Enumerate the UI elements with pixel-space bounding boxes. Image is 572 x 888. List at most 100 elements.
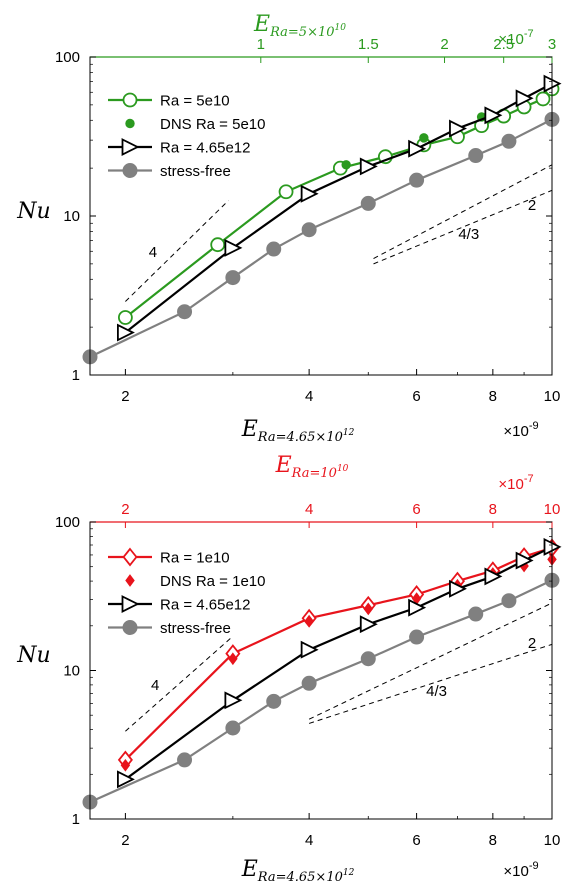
- bottom-tick-label: 4: [305, 832, 313, 849]
- data-point: [408, 139, 427, 158]
- y-tick-label: 1: [72, 811, 80, 828]
- legend: Ra = 1e10 DNS Ra = 1e10 Ra = 4.65e12 stress…: [108, 547, 265, 637]
- slope-label-4-3: 4/3: [458, 226, 479, 243]
- plot-frame: [89, 521, 553, 820]
- data-point: [449, 579, 467, 598]
- top-axis-multiplier: ×10-7: [498, 473, 533, 493]
- data-point: [266, 241, 282, 257]
- top-tick-label: 2: [440, 36, 448, 53]
- data-point: [301, 675, 317, 691]
- data-point: [210, 237, 226, 253]
- data-point: [360, 651, 376, 667]
- legend-marker: [122, 547, 138, 567]
- data-point: [535, 91, 551, 107]
- data-point: [304, 614, 314, 628]
- legend-label: Ra = 4.65e12: [160, 140, 251, 157]
- top-axis-title: ERa=1010: [275, 453, 349, 481]
- bottom-tick-label: 6: [412, 832, 420, 849]
- legend-marker: [121, 595, 140, 613]
- bottom-axis-multiplier: ×10-9: [503, 420, 538, 440]
- series-ra-5e10: [117, 81, 560, 325]
- legend-entry-stress-free: stress-free: [108, 620, 231, 637]
- data-point: [278, 184, 294, 200]
- legend-label: Ra = 4.65e12: [160, 597, 251, 614]
- top-tick-label: 4: [305, 501, 313, 518]
- data-point: [120, 758, 131, 772]
- bottom-tick-label: 2: [121, 388, 129, 405]
- legend-label: Ra = 5e10: [160, 93, 230, 110]
- data-point: [409, 629, 425, 645]
- data-point: [408, 598, 427, 617]
- legend-entry-dns-ra-5e10: DNS Ra = 5e10: [125, 116, 265, 133]
- axes-layer: 2 4 6 8 10 1 1.5 2 2.5 3 1 10 100: [55, 36, 560, 405]
- legend-label: DNS Ra = 1e10: [160, 573, 265, 590]
- legend-entry-stress-free: stress-free: [108, 163, 231, 180]
- series-layer: [82, 537, 562, 810]
- top-axis-multiplier: ×10-7: [498, 28, 533, 48]
- slope-line-4: [125, 635, 234, 732]
- legend-entry-dns-ra-1e10: DNS Ra = 1e10: [125, 573, 265, 590]
- top-tick-label: 1: [257, 36, 265, 53]
- slope-lines-layer: 4 2 4/3: [125, 602, 553, 732]
- data-point: [501, 593, 517, 609]
- slope-label-4-3: 4/3: [426, 683, 447, 700]
- data-point: [359, 615, 378, 634]
- y-tick-label: 100: [55, 514, 80, 531]
- series-ra-4-65e12: [116, 537, 562, 789]
- legend-marker: [121, 138, 140, 156]
- data-point: [359, 157, 378, 176]
- slope-line-4-3: [308, 643, 553, 724]
- data-point: [484, 106, 503, 125]
- data-point: [177, 304, 193, 320]
- bottom-panel: ERa=1010 ×10-7 Nu ERa=4.65×1012 ×10-9 42…: [16, 453, 562, 885]
- series-stress-free: [82, 572, 560, 810]
- data-point: [224, 691, 243, 710]
- series-stress-free: [82, 111, 560, 365]
- y-axis-label: Nu: [16, 643, 50, 668]
- legend-marker: [125, 118, 135, 129]
- data-point: [360, 195, 376, 211]
- data-point: [266, 693, 282, 709]
- legend-marker: [125, 574, 135, 587]
- slope-label-2: 2: [528, 197, 536, 214]
- data-point: [117, 310, 133, 325]
- bottom-axis-multiplier: ×10-9: [503, 860, 538, 880]
- data-point: [224, 238, 243, 257]
- data-point: [484, 567, 503, 586]
- top-tick-label: 6: [412, 501, 420, 518]
- slope-line-2: [373, 164, 553, 259]
- data-point: [419, 133, 429, 143]
- data-point: [341, 160, 351, 170]
- data-point: [177, 752, 193, 768]
- data-point: [225, 720, 241, 736]
- top-tick-label: 2.5: [493, 36, 514, 53]
- data-point: [116, 770, 135, 789]
- data-point: [228, 652, 238, 666]
- top-tick-label: 10: [544, 501, 561, 518]
- y-tick-label: 100: [55, 49, 80, 66]
- data-point: [225, 270, 241, 286]
- top-tick-label: 3: [548, 36, 556, 53]
- y-tick-label: 1: [72, 367, 80, 384]
- slope-label-2: 2: [528, 635, 536, 652]
- data-point: [301, 222, 317, 238]
- data-point: [501, 133, 517, 149]
- bottom-tick-label: 4: [305, 388, 313, 405]
- series-line-stress-free: [89, 579, 553, 804]
- series-ra-4-65e12: [116, 74, 562, 342]
- y-axis-label: Nu: [16, 199, 50, 224]
- bottom-tick-label: 2: [121, 832, 129, 849]
- data-point: [409, 172, 425, 188]
- y-tick-label: 10: [63, 208, 80, 225]
- bottom-tick-label: 10: [544, 388, 561, 405]
- slope-line-2: [308, 602, 553, 720]
- top-tick-label: 2: [121, 501, 129, 518]
- legend-entry-ra-1e10: Ra = 1e10: [108, 547, 230, 567]
- data-point: [300, 640, 319, 659]
- data-point: [515, 551, 534, 570]
- slope-lines-layer: 4 2 4/3: [125, 164, 553, 302]
- data-point: [449, 119, 467, 138]
- legend-marker: [122, 620, 138, 635]
- y-tick-label: 10: [63, 663, 80, 680]
- legend-entry-ra-4-65e12: Ra = 4.65e12: [108, 138, 251, 157]
